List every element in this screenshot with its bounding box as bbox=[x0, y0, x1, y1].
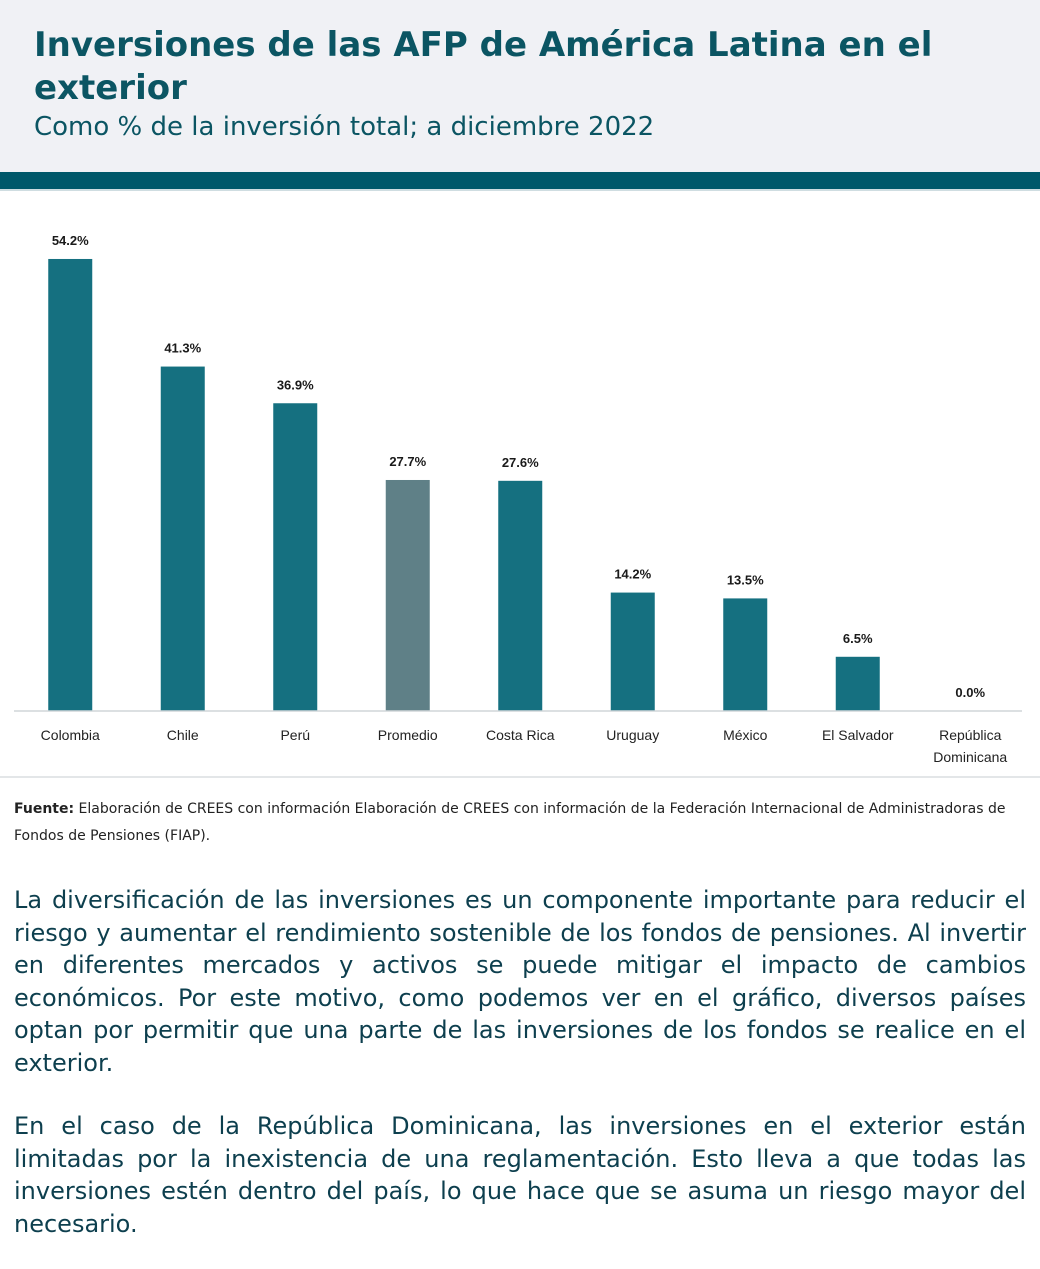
bar-uruguay bbox=[610, 592, 655, 711]
bar-colombia bbox=[48, 258, 93, 711]
header-accent-shadow bbox=[0, 189, 1040, 191]
data-label: 27.7% bbox=[389, 454, 426, 469]
source-label: Fuente: bbox=[14, 801, 75, 817]
category-label: República Dominicana bbox=[933, 727, 1007, 765]
source-note: Fuente: Elaboración de CREES con informa… bbox=[14, 796, 1014, 850]
bars-group bbox=[48, 258, 880, 711]
bar-méxico bbox=[723, 598, 768, 711]
data-label: 13.5% bbox=[727, 572, 764, 587]
page-title: Inversiones de las AFP de América Latina… bbox=[34, 25, 933, 108]
data-label: 36.9% bbox=[277, 377, 314, 392]
data-label: 41.3% bbox=[164, 341, 201, 356]
category-label-line: El Salvador bbox=[822, 727, 894, 743]
chart-divider bbox=[0, 776, 1040, 778]
category-label-line: Promedio bbox=[378, 727, 438, 743]
page-subtitle: Como % de la inversión total; a diciembr… bbox=[34, 112, 655, 142]
bar-chart: 54.2% 41.3% 36.9% 27.7% 27.6% 14.2% 13.5% 6.5% 0… bbox=[14, 233, 1022, 765]
category-label: Perú bbox=[280, 727, 310, 743]
category-label: El Salvador bbox=[822, 727, 894, 743]
category-label: Uruguay bbox=[606, 727, 659, 743]
category-label: Promedio bbox=[378, 727, 438, 743]
data-label: 14.2% bbox=[614, 567, 651, 582]
category-labels-group: Colombia Chile Perú Promedio Costa Rica Urugu… bbox=[41, 727, 1008, 765]
data-label: 0.0% bbox=[955, 685, 985, 700]
source-text: Elaboración de CREES con información Ela… bbox=[14, 801, 1006, 844]
category-label: México bbox=[723, 727, 768, 743]
body-paragraph-2: En el caso de la República Dominicana, l… bbox=[14, 1112, 1026, 1238]
header-accent-bar bbox=[0, 172, 1040, 189]
category-label-line: Chile bbox=[167, 727, 199, 743]
data-label: 27.6% bbox=[502, 455, 539, 470]
category-label-line: Colombia bbox=[41, 727, 100, 743]
data-label: 54.2% bbox=[52, 233, 89, 248]
body-paragraph-1: La diversificación de las inversiones es… bbox=[14, 886, 1026, 1077]
bar-costa-rica bbox=[498, 480, 543, 711]
header-band: Inversiones de las AFP de América Latina… bbox=[0, 0, 1040, 172]
bar-chile bbox=[160, 366, 205, 711]
category-label-line: Uruguay bbox=[606, 727, 659, 743]
category-label-line: Perú bbox=[280, 727, 310, 743]
category-label-line: República bbox=[939, 727, 1001, 743]
category-label-line: Costa Rica bbox=[486, 727, 555, 743]
category-label-line: Dominicana bbox=[933, 749, 1007, 765]
bar-el-salvador bbox=[835, 656, 880, 711]
data-label: 6.5% bbox=[843, 631, 873, 646]
bar-promedio bbox=[385, 479, 430, 711]
category-label: Colombia bbox=[41, 727, 100, 743]
bar-perú bbox=[273, 403, 318, 711]
data-labels-group: 54.2% 41.3% 36.9% 27.7% 27.6% 14.2% 13.5% 6.5% 0… bbox=[52, 233, 986, 700]
category-label: Chile bbox=[167, 727, 199, 743]
category-label-line: México bbox=[723, 727, 768, 743]
category-label: Costa Rica bbox=[486, 727, 555, 743]
